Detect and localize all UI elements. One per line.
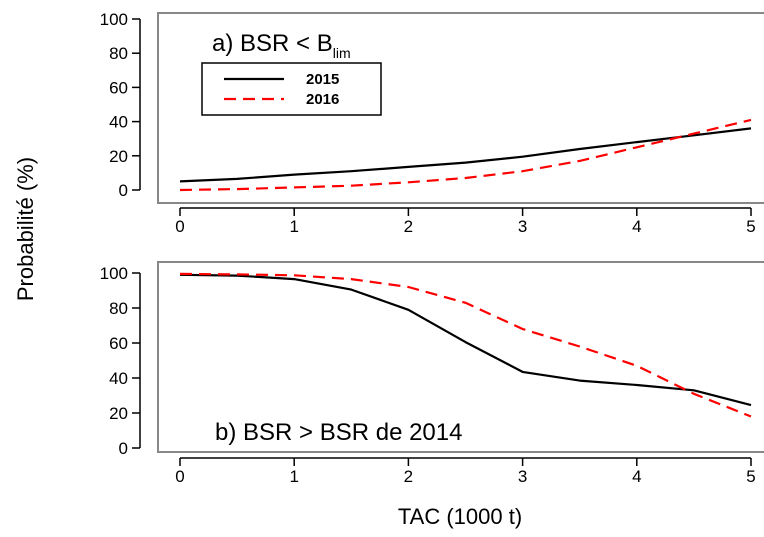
series-line-2015 [179, 127, 752, 183]
panel-title: a) BSR < Blim [212, 30, 351, 61]
legend: 2015 2016 [201, 62, 382, 116]
y-tick-label: 40 [109, 369, 128, 388]
y-axis-label: Probabilité (%) [13, 157, 38, 301]
legend-box [201, 62, 382, 116]
plot-frame [157, 12, 764, 204]
y-tick-label: 60 [109, 334, 128, 353]
x-tick-label: 4 [632, 467, 641, 486]
series-line-2015 [179, 273, 752, 407]
y-tick-label: 0 [119, 181, 128, 200]
panel-a: 0 20 40 60 80 100 0 1 2 3 4 5 a) BSR < Blim 2015 2016 [100, 10, 764, 236]
x-tick-label: 0 [175, 217, 184, 236]
y-tick-label: 80 [109, 44, 128, 63]
x-axis-label: TAC (1000 t) [398, 504, 522, 529]
y-tick-label: 60 [109, 78, 128, 97]
x-tick-label: 1 [289, 467, 298, 486]
y-tick-label: 80 [109, 299, 128, 318]
x-tick-label: 4 [632, 217, 641, 236]
x-tick-label: 1 [289, 217, 298, 236]
legend-label: 2016 [306, 91, 339, 108]
x-tick-label: 5 [746, 217, 755, 236]
y-tick-label: 20 [109, 404, 128, 423]
y-tick-label: 40 [109, 113, 128, 132]
plot-frame [157, 261, 764, 453]
x-tick-label: 2 [404, 467, 413, 486]
y-tick-label: 0 [119, 439, 128, 458]
x-tick-label: 5 [746, 467, 755, 486]
x-tick-label: 3 [518, 217, 527, 236]
panel-title: b) BSR > BSR de 2014 [215, 419, 462, 446]
series-line-2016 [179, 118, 752, 192]
x-tick-label: 0 [175, 467, 184, 486]
x-tick-label: 2 [404, 217, 413, 236]
legend-label: 2015 [306, 71, 339, 88]
x-tick-label: 3 [518, 467, 527, 486]
y-tick-label: 100 [100, 264, 128, 283]
panel-b: 0 20 40 60 80 100 0 1 2 3 4 5 b) BSR > BSR de 2014 [100, 261, 764, 486]
y-tick-label: 20 [109, 147, 128, 166]
y-tick-label: 100 [100, 10, 128, 29]
series-line-2016 [179, 272, 752, 418]
